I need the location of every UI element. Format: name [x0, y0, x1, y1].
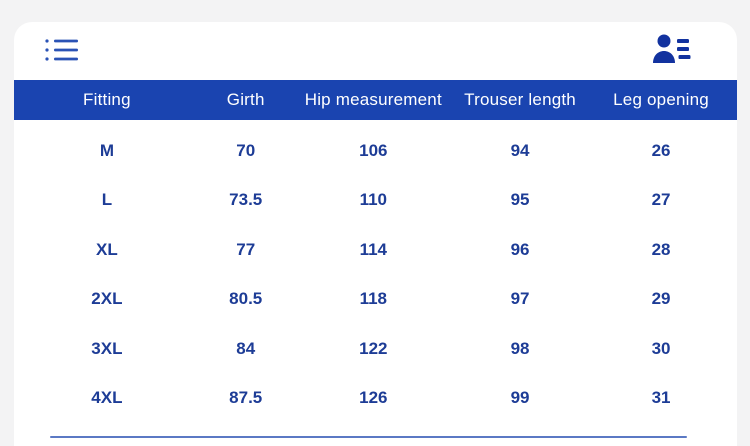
cell-hip: 118: [359, 289, 388, 309]
cell-girth: 70: [236, 140, 256, 160]
cell-fitting: L: [101, 190, 113, 210]
cell-hip: 126: [359, 388, 388, 408]
cell-leg_opening: 27: [651, 190, 671, 210]
size-chart-header-row: Fitting Girth Hip measurement Trouser lengt…: [14, 80, 737, 120]
table-row-4XL: 4XL 87.5 126 99 31: [14, 374, 737, 424]
cell-fitting: 3XL: [91, 338, 123, 358]
cell-hip: 114: [359, 239, 388, 259]
cell-hip: 122: [359, 338, 388, 358]
cell-hip: 110: [359, 190, 388, 210]
list-menu-icon: [44, 36, 80, 67]
cell-trouser_length: 97: [510, 289, 530, 309]
user-list-button[interactable]: [651, 32, 693, 68]
cell-leg_opening: 28: [651, 239, 671, 259]
table-row-M: M 70 106 94 26: [14, 126, 737, 176]
cell-leg_opening: 31: [651, 388, 671, 408]
toolbar: [14, 22, 737, 80]
cell-fitting: 2XL: [91, 289, 123, 309]
list-menu-button[interactable]: [42, 35, 82, 67]
cell-trouser_length: 98: [510, 338, 530, 358]
cell-trouser_length: 95: [510, 190, 530, 210]
cell-fitting: XL: [96, 239, 118, 259]
cell-leg_opening: 26: [651, 140, 671, 160]
cell-fitting: 4XL: [91, 388, 123, 408]
table-row-XL: XL 77 114 96 28: [14, 225, 737, 275]
cell-leg_opening: 30: [651, 338, 671, 358]
cell-girth: 77: [236, 239, 256, 259]
cell-girth: 87.5: [229, 388, 263, 408]
column-header-fitting: Fitting: [83, 90, 131, 109]
table-row-2XL: 2XL 80.5 118 97 29: [14, 275, 737, 325]
cell-girth: 80.5: [229, 289, 263, 309]
table-row-L: L 73.5 110 95 27: [14, 176, 737, 226]
column-header-trouser_length: Trouser length: [464, 90, 576, 109]
cell-fitting: M: [99, 140, 114, 160]
cell-trouser_length: 99: [510, 388, 530, 408]
column-header-leg_opening: Leg opening: [613, 90, 709, 109]
cell-girth: 73.5: [229, 190, 263, 210]
column-header-girth: Girth: [226, 90, 265, 109]
cell-trouser_length: 94: [510, 140, 530, 160]
size-chart-body: M 70 106 94 26 L 73.5 110 95 27 XL 77 114 96 28 2XL 80.5…: [14, 120, 737, 423]
user-list-icon: [653, 33, 691, 68]
bottom-divider: [50, 436, 687, 438]
size-chart-card: Fitting Girth Hip measurement Trouser lengt…: [14, 22, 737, 446]
cell-girth: 84: [236, 338, 256, 358]
table-row-3XL: 3XL 84 122 98 30: [14, 324, 737, 374]
cell-trouser_length: 96: [510, 239, 530, 259]
cell-leg_opening: 29: [651, 289, 671, 309]
column-header-hip: Hip measurement: [304, 90, 442, 109]
cell-hip: 106: [359, 140, 388, 160]
